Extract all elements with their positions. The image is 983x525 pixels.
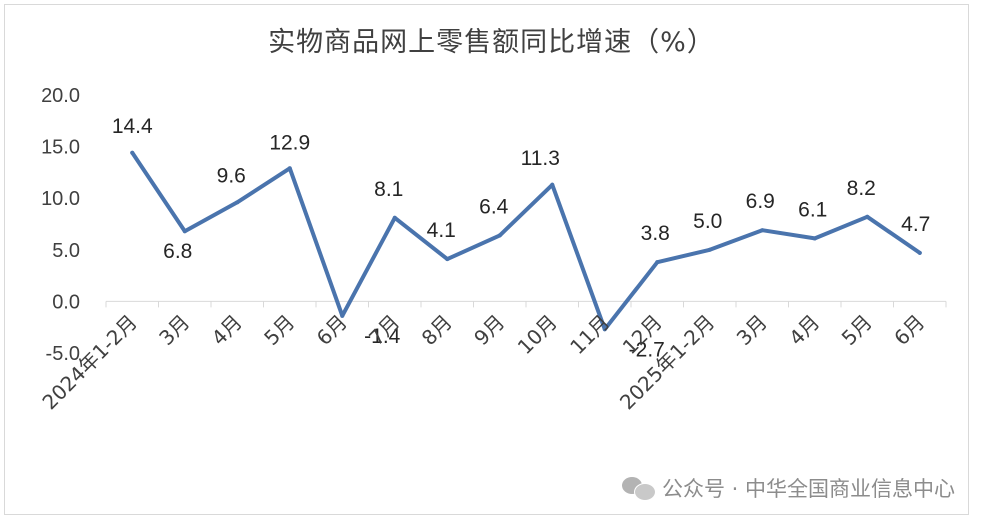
data-point [235,200,240,205]
chart-title: 实物商品网上零售额同比增速（%） [268,27,715,58]
x-tick-label: 6月 [312,310,352,350]
x-tick-label: 5月 [259,310,299,350]
data-point [707,247,712,252]
data-point [182,229,187,234]
data-point [497,233,502,238]
data-point [760,228,765,233]
data-point [812,236,817,241]
data-point [602,327,607,332]
data-label: -1.4 [364,325,401,348]
data-point [917,250,922,255]
data-point [392,215,397,220]
watermark: 公众号 · 中华全国商业信息中心 [621,473,955,503]
data-label: 8.1 [374,178,403,201]
data-label: 4.7 [901,213,930,236]
data-label: -2.7 [629,338,665,361]
y-tick-label: 20.0 [41,85,80,107]
data-label: 14.4 [112,115,153,138]
x-tick-label: 3月 [154,310,194,350]
data-label: 4.1 [427,219,456,242]
x-tick-label: 4月 [784,310,824,350]
data-label: 6.4 [479,195,509,218]
data-point [865,214,870,219]
data-label: 8.2 [847,177,876,200]
y-tick-label: -5.0 [46,343,80,365]
y-tick-label: 0.0 [52,291,80,313]
x-tick-label: 2025年1-2月 [615,310,719,414]
x-tick-label: 10月 [513,310,562,359]
data-label: 11.3 [521,147,560,170]
y-tick-label: 5.0 [52,240,80,262]
data-label: 6.8 [163,240,192,263]
wechat-icon [621,475,656,501]
y-tick-label: 15.0 [41,137,80,159]
x-tick-label: 8月 [417,310,457,350]
x-tick-label: 5月 [837,310,877,350]
data-point [445,257,450,262]
data-point [130,150,135,155]
x-tick-label: 4月 [207,310,247,350]
data-label: 12.9 [269,131,310,154]
data-label: 6.1 [798,198,827,221]
x-tick-label: 6月 [889,310,929,350]
data-point [655,260,660,265]
chart-frame [4,4,969,515]
x-tick-label: 11月 [565,310,614,359]
x-tick-label: 9月 [469,310,509,350]
series-line [130,150,922,332]
data-point [550,182,555,187]
y-tick-label: 10.0 [41,188,80,210]
data-point [287,166,292,171]
data-label: 3.8 [641,222,670,245]
data-label: 5.0 [693,210,722,233]
data-label: 9.6 [217,164,246,187]
data-label: 6.9 [746,190,775,213]
x-tick-label: 3月 [732,310,772,350]
watermark-text: 公众号 · 中华全国商业信息中心 [661,477,955,501]
data-point [340,313,345,318]
